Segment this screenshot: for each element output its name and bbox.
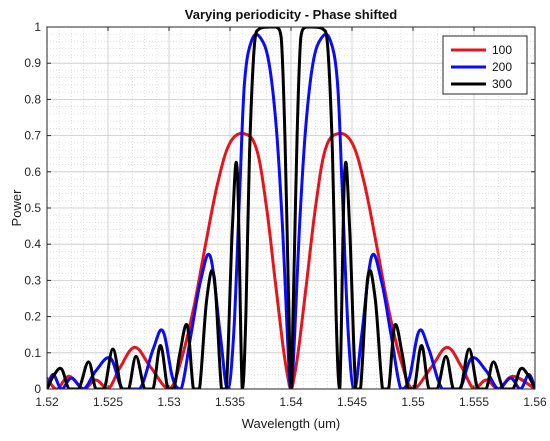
y-tick-label: 0.6 <box>24 165 41 179</box>
x-axis-label: Wavelength (um) <box>242 416 341 431</box>
series-line-200 <box>47 32 535 389</box>
x-tick-label: 1.54 <box>279 395 303 409</box>
x-tick-label: 1.525 <box>93 395 123 409</box>
x-tick-label: 1.545 <box>337 395 367 409</box>
y-tick-label: 0.3 <box>24 273 41 287</box>
x-tick-label: 1.535 <box>215 395 245 409</box>
legend-label-300: 300 <box>492 77 512 91</box>
y-tick-label: 0.8 <box>24 92 41 106</box>
y-tick-label: 1 <box>34 20 41 34</box>
y-tick-label: 0.5 <box>24 201 41 215</box>
legend-label-200: 200 <box>492 60 512 74</box>
y-tick-label: 0.9 <box>24 56 41 70</box>
x-axis: 1.52 1.525 1.53 1.535 1.54 1.545 1.55 1.555 1.56 <box>35 27 547 409</box>
x-tick-label: 1.52 <box>35 395 59 409</box>
x-tick-label: 1.55 <box>401 395 425 409</box>
legend-label-100: 100 <box>492 43 512 57</box>
y-axis-label: Power <box>9 189 24 227</box>
x-tick-label: 1.53 <box>157 395 181 409</box>
x-tick-label: 1.56 <box>523 395 547 409</box>
x-tick-label: 1.555 <box>459 395 489 409</box>
y-tick-label: 0.2 <box>24 310 41 324</box>
y-tick-label: 0 <box>34 382 41 396</box>
y-tick-label: 0.4 <box>24 237 41 251</box>
y-tick-label: 0.1 <box>24 346 41 360</box>
chart-title: Varying periodicity - Phase shifted <box>185 7 397 22</box>
series-line-300 <box>47 27 535 389</box>
series-layer <box>47 27 535 389</box>
legend: 100 200 300 <box>442 35 528 95</box>
y-axis: 0 0.1 0.2 0.3 0.4 0.5 0.6 0.7 0.8 0.9 1 <box>24 20 535 396</box>
y-tick-label: 0.7 <box>24 129 41 143</box>
